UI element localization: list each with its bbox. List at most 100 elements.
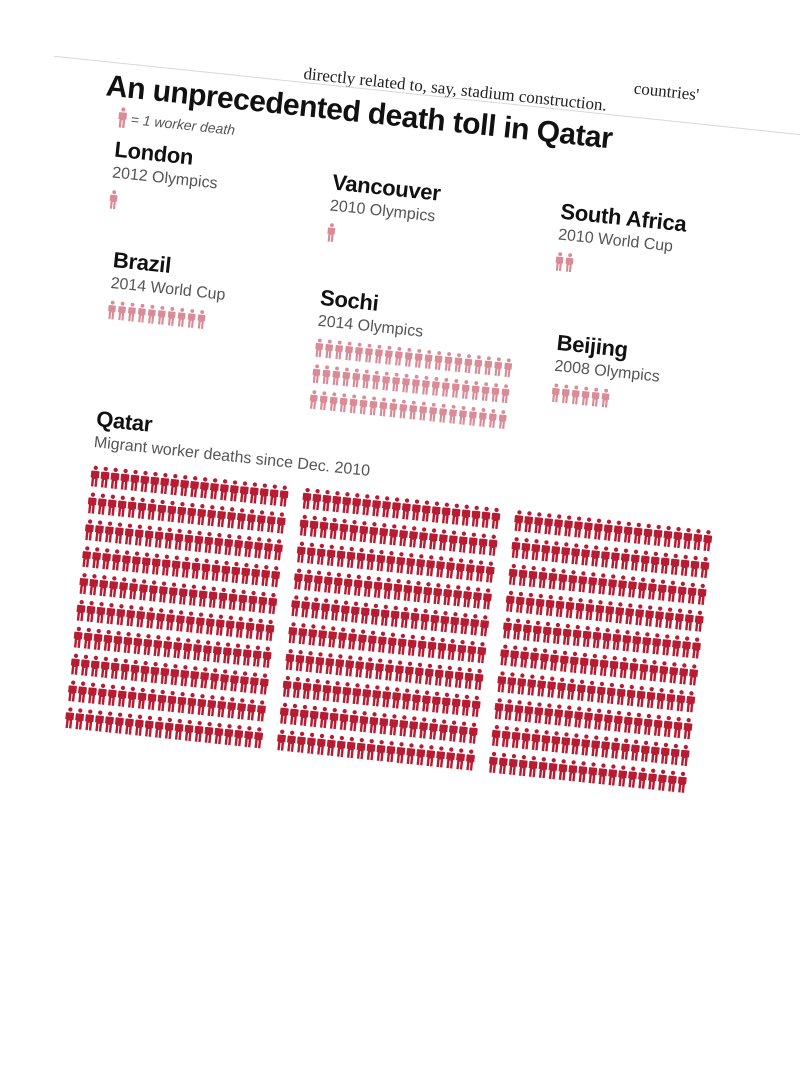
figure-row bbox=[86, 491, 286, 536]
person-icon bbox=[426, 745, 436, 767]
person-icon bbox=[127, 686, 137, 708]
figure-group bbox=[326, 221, 436, 254]
person-icon bbox=[150, 471, 160, 494]
person-icon bbox=[396, 552, 406, 574]
person-icon bbox=[80, 654, 90, 676]
person-icon bbox=[247, 699, 256, 721]
person-icon bbox=[649, 660, 659, 682]
person-icon bbox=[616, 683, 626, 706]
person-icon bbox=[478, 533, 488, 555]
person-icon bbox=[443, 584, 453, 606]
person-icon bbox=[557, 677, 566, 699]
person-icon bbox=[518, 755, 528, 777]
person-icon bbox=[170, 664, 180, 686]
person-icon bbox=[252, 645, 262, 667]
person-icon bbox=[345, 655, 355, 677]
person-icon bbox=[140, 660, 150, 683]
person-icon bbox=[266, 511, 276, 533]
person-icon bbox=[353, 574, 363, 596]
person-icon bbox=[362, 369, 371, 389]
event-sochi: Sochi 2014 Olympics bbox=[308, 285, 519, 435]
person-icon bbox=[336, 545, 346, 568]
person-icon bbox=[630, 549, 640, 571]
person-icon bbox=[369, 396, 378, 416]
person-icon bbox=[680, 744, 690, 767]
person-icon bbox=[700, 556, 710, 579]
person-icon bbox=[390, 605, 400, 627]
person-icon bbox=[418, 527, 428, 549]
person-icon bbox=[600, 546, 610, 568]
person-icon bbox=[220, 669, 229, 691]
figure-row bbox=[507, 562, 707, 607]
person-icon bbox=[474, 355, 483, 375]
person-icon bbox=[565, 597, 575, 619]
person-icon bbox=[409, 400, 418, 420]
person-icon bbox=[603, 709, 613, 731]
person-icon bbox=[508, 563, 518, 586]
person-icon bbox=[431, 501, 441, 523]
person-icon bbox=[451, 503, 461, 525]
person-icon bbox=[244, 536, 253, 558]
person-icon bbox=[249, 482, 259, 504]
person-icon bbox=[613, 520, 623, 542]
person-icon bbox=[129, 578, 138, 600]
person-icon bbox=[463, 586, 472, 608]
person-icon bbox=[437, 637, 447, 660]
person-icon bbox=[392, 687, 401, 709]
person-icon bbox=[355, 656, 365, 678]
person-icon bbox=[478, 408, 487, 427]
figure-row bbox=[490, 723, 690, 768]
person-icon bbox=[508, 753, 518, 776]
person-icon bbox=[404, 661, 414, 683]
person-icon bbox=[677, 771, 687, 793]
person-icon bbox=[382, 496, 391, 518]
person-icon bbox=[620, 548, 630, 570]
person-icon bbox=[173, 637, 183, 659]
person-icon bbox=[491, 507, 501, 529]
person-icon bbox=[566, 678, 576, 700]
person-icon bbox=[154, 526, 164, 548]
figure-row bbox=[554, 250, 682, 285]
person-icon bbox=[657, 579, 667, 601]
person-icon bbox=[83, 627, 93, 650]
person-icon bbox=[579, 652, 589, 675]
person-icon bbox=[118, 301, 126, 321]
person-icon bbox=[687, 582, 697, 604]
person-icon bbox=[438, 529, 448, 551]
figure-row bbox=[107, 299, 224, 333]
person-icon bbox=[537, 675, 547, 697]
person-icon bbox=[672, 635, 681, 657]
person-icon bbox=[434, 664, 444, 686]
person-icon bbox=[642, 632, 652, 654]
person-icon bbox=[633, 712, 643, 734]
person-icon bbox=[229, 670, 239, 692]
person-icon bbox=[102, 548, 111, 570]
figure-row bbox=[290, 594, 490, 639]
person-icon bbox=[218, 587, 228, 609]
person-icon bbox=[679, 663, 689, 685]
figure-group bbox=[107, 299, 224, 333]
person-icon bbox=[113, 630, 123, 653]
person-icon bbox=[309, 515, 319, 538]
person-icon bbox=[414, 662, 424, 684]
person-icon bbox=[306, 732, 316, 754]
person-icon bbox=[225, 615, 235, 637]
person-icon bbox=[163, 636, 173, 658]
person-icon bbox=[647, 578, 657, 600]
person-icon bbox=[321, 598, 330, 620]
person-icon bbox=[137, 303, 146, 323]
person-icon bbox=[511, 537, 521, 559]
person-icon bbox=[352, 683, 362, 705]
person-icon bbox=[551, 383, 560, 403]
person-icon bbox=[127, 496, 137, 518]
person-icon bbox=[386, 741, 396, 763]
person-icon bbox=[349, 710, 359, 732]
person-icon bbox=[377, 631, 387, 653]
person-icon bbox=[332, 681, 342, 703]
person-icon bbox=[586, 680, 596, 702]
person-icon bbox=[427, 636, 437, 659]
person-icon bbox=[370, 603, 380, 625]
person-icon bbox=[332, 366, 341, 386]
person-icon bbox=[309, 705, 319, 728]
person-icon bbox=[609, 655, 619, 678]
